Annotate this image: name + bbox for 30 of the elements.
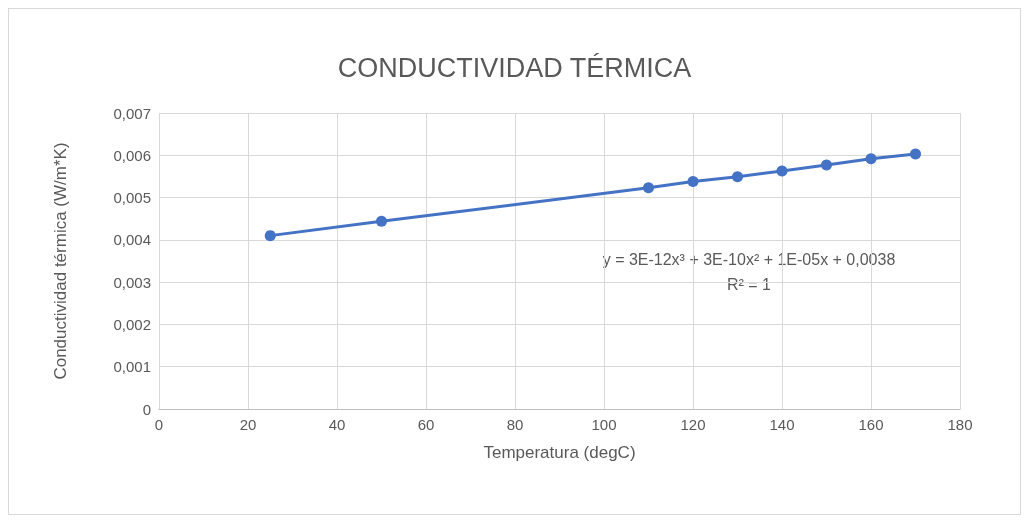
x-tick-label: 80 — [506, 416, 524, 433]
x-tick-label: 160 — [858, 416, 884, 433]
x-tick-label: 40 — [328, 416, 346, 433]
y-tick-label: 0,001 — [113, 358, 151, 376]
point — [732, 171, 743, 183]
y-tick-label: 0,002 — [113, 315, 151, 333]
point — [821, 159, 832, 171]
point — [264, 230, 276, 242]
x-axis-title: Temperatura (degC) — [483, 443, 636, 462]
y-tick-label: 0 — [142, 400, 151, 418]
x-tick-label: 100 — [591, 416, 617, 433]
point — [865, 153, 877, 165]
y-tick-label: 0,006 — [113, 146, 151, 164]
y-tick-label: 0,003 — [113, 273, 151, 291]
point — [643, 182, 654, 194]
point — [376, 215, 387, 227]
x-tick-label: 140 — [769, 416, 795, 433]
point — [776, 165, 788, 177]
x-tick-label: 20 — [239, 416, 257, 433]
x-tick-label: 120 — [680, 416, 706, 433]
y-tick-label: 0,004 — [113, 231, 151, 249]
y-tick-label: 0,007 — [113, 104, 151, 122]
y-tick-label: 0,005 — [113, 189, 151, 207]
point — [910, 148, 921, 160]
x-tick-label: 0 — [154, 416, 164, 433]
chart-title: CONDUCTIVIDAD TÉRMICA — [337, 52, 692, 83]
x-tick-label: 180 — [947, 416, 973, 433]
x-tick-label: 60 — [417, 416, 435, 433]
point — [687, 176, 699, 187]
y-axis-title: Conductividad térmica (W/m*K) — [51, 142, 70, 380]
